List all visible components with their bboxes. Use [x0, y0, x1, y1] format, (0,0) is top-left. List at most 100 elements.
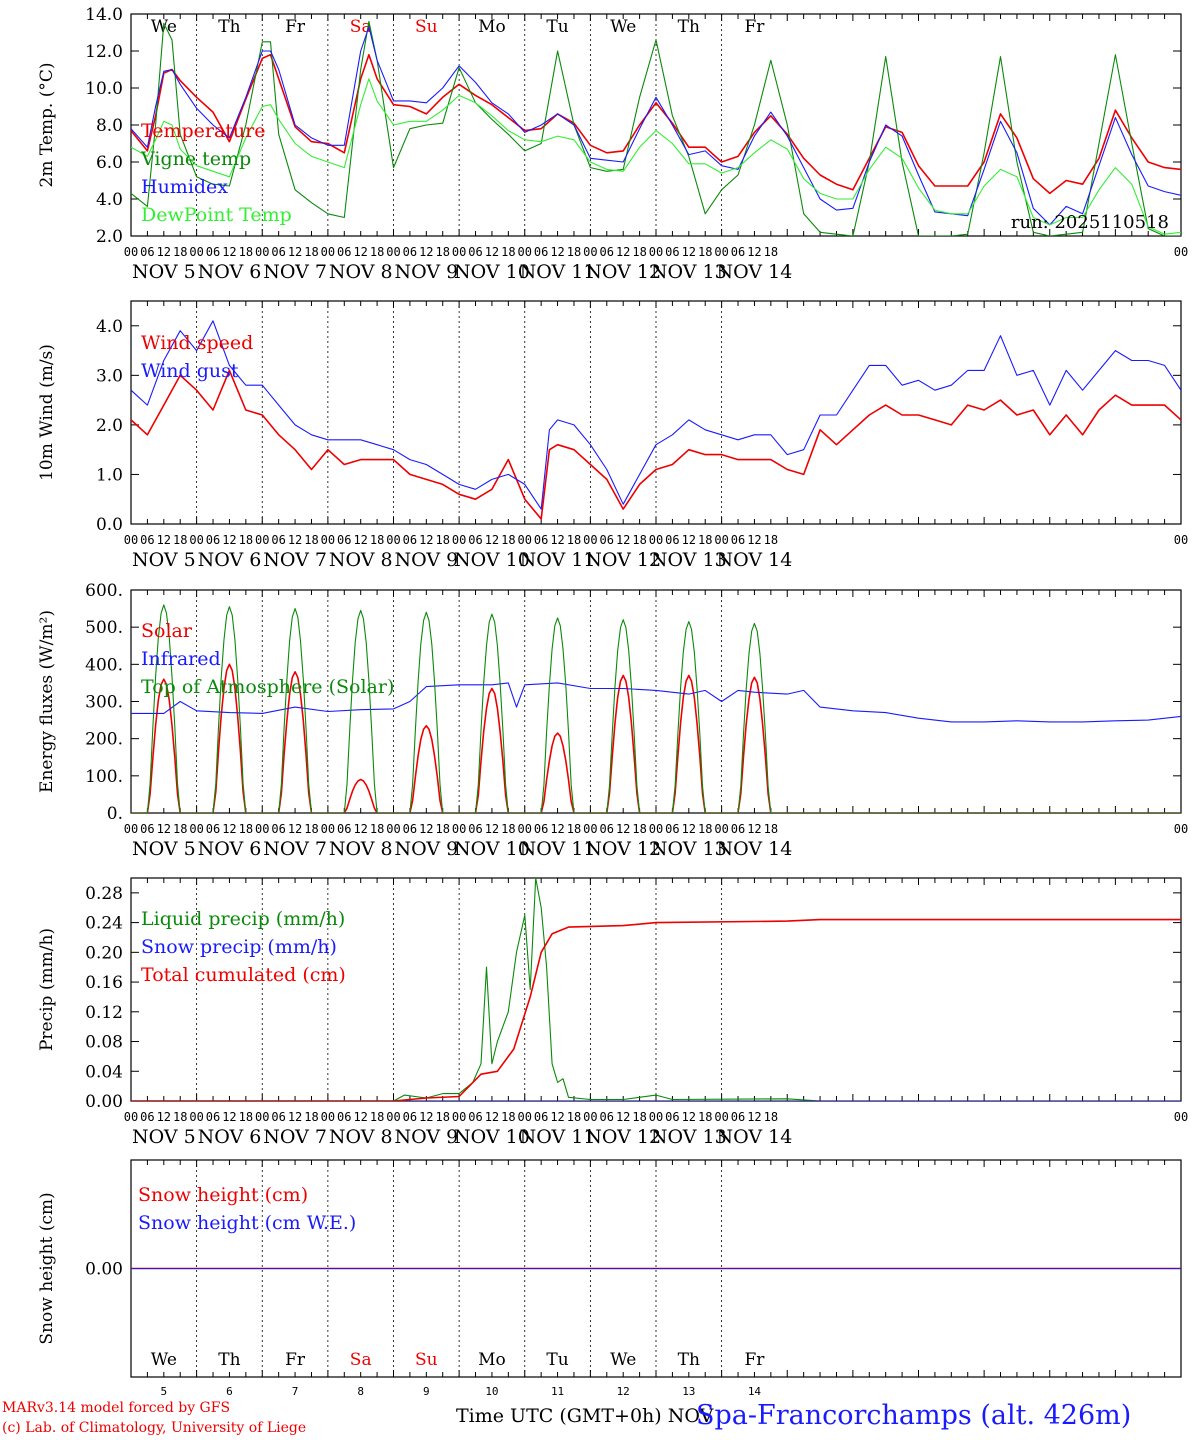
y-tick-label: 1.0	[96, 465, 123, 485]
x-hour-label: 06	[600, 245, 614, 259]
x-hour-label: 18	[173, 822, 187, 836]
x-hour-label: 18	[764, 245, 778, 259]
x-hour-label: 00	[321, 1110, 335, 1124]
day-number-label: 9	[423, 1385, 430, 1398]
x-date-label: NOV 7	[263, 261, 327, 283]
x-hour-label: 06	[140, 533, 154, 547]
x-hour-label: 00	[452, 822, 466, 836]
x-hour-label: 18	[501, 245, 515, 259]
x-hour-label: 00	[518, 245, 532, 259]
x-hour-label: 06	[403, 245, 417, 259]
weekday-label: We	[151, 1350, 177, 1370]
x-date-label: NOV 9	[394, 1126, 458, 1148]
legend-entry: Snow precip (mm/h)	[141, 936, 337, 958]
x-hour-label: 06	[665, 245, 679, 259]
legend-entry: Wind gust	[141, 360, 239, 382]
x-hour-label: 12	[419, 245, 433, 259]
x-hour-label: 00	[452, 1110, 466, 1124]
x-hour-label: 18	[370, 1110, 384, 1124]
x-date-label: NOV 14	[717, 838, 793, 860]
x-hour-label: 06	[600, 1110, 614, 1124]
x-hour-label: 12	[682, 822, 696, 836]
x-hour-label: 12	[485, 533, 499, 547]
x-hour-label: 00	[124, 822, 138, 836]
weekday-label: Mo	[478, 1350, 506, 1370]
x-date-label: NOV 11	[520, 838, 596, 860]
x-date-label: NOV 5	[132, 1126, 196, 1148]
weekday-label: Th	[678, 1350, 700, 1370]
x-hour-label: 12	[747, 533, 761, 547]
x-date-label: NOV 6	[198, 1126, 262, 1148]
weekday-label: Fr	[744, 1350, 765, 1370]
x-hour-label: 06	[600, 533, 614, 547]
x-hour-label: 00	[321, 533, 335, 547]
y-tick-label: 0.0	[96, 515, 123, 535]
x-hour-label: 12	[157, 1110, 171, 1124]
x-date-label: NOV 9	[394, 838, 458, 860]
series-line-temperature	[131, 53, 1181, 195]
model-credit-line: MARv3.14 model forced by GFS	[2, 1400, 231, 1416]
x-hour-label: 06	[665, 822, 679, 836]
x-date-label: NOV 14	[717, 261, 793, 283]
x-hour-label: 18	[304, 533, 318, 547]
y-tick-label: 8.0	[96, 116, 123, 136]
x-date-label: NOV 10	[454, 261, 530, 283]
x-hour-label: 18	[567, 1110, 581, 1124]
x-date-label: NOV 8	[329, 838, 393, 860]
x-hour-label: 00	[649, 822, 663, 836]
x-hour-label: 12	[550, 533, 564, 547]
weekday-label: Su	[415, 17, 438, 37]
x-hour-label: 00	[321, 245, 335, 259]
x-hour-label: 12	[353, 822, 367, 836]
x-hour-label: 18	[239, 245, 253, 259]
x-hour-label: 00	[321, 822, 335, 836]
legend-entry: Snow height (cm W.E.)	[138, 1212, 356, 1234]
x-hour-label: 18	[632, 1110, 646, 1124]
x-hour-label: 00	[255, 245, 269, 259]
y-tick-label: 4.0	[96, 190, 123, 210]
x-hour-label: 18	[698, 245, 712, 259]
y-tick-label: 14.0	[85, 5, 123, 25]
legend-entry: Top of Atmosphere (Solar)	[141, 676, 394, 698]
y-axis-label: 10m Wind (m/s)	[37, 344, 57, 481]
legend-entry: DewPoint Temp	[141, 204, 292, 226]
x-hour-label: 18	[764, 1110, 778, 1124]
x-date-label: NOV 10	[454, 838, 530, 860]
y-tick-label: 10.0	[85, 79, 123, 99]
x-hour-label: 06	[468, 245, 482, 259]
series-line-wind-speed	[131, 369, 1181, 520]
x-hour-label: 06	[534, 822, 548, 836]
x-date-label: NOV 7	[263, 838, 327, 860]
x-date-label: NOV 7	[263, 549, 327, 571]
x-hour-label: 00	[649, 533, 663, 547]
x-hour-label: 00	[1174, 1110, 1188, 1124]
x-hour-label: 06	[468, 822, 482, 836]
x-date-label: NOV 12	[585, 549, 661, 571]
y-tick-label: 6.0	[96, 153, 123, 173]
x-hour-label: 06	[468, 1110, 482, 1124]
series-line-infrared	[131, 682, 1181, 723]
weekday-label: Fr	[285, 17, 306, 37]
x-hour-label: 06	[534, 245, 548, 259]
x-hour-label: 12	[616, 245, 630, 259]
x-hour-label: 12	[222, 533, 236, 547]
y-tick-label: 0.20	[85, 943, 123, 963]
x-hour-label: 12	[288, 822, 302, 836]
x-hour-label: 06	[534, 533, 548, 547]
x-hour-label: 06	[403, 822, 417, 836]
legend-entry: Solar	[141, 620, 193, 642]
weekday-label: Tu	[546, 1350, 568, 1370]
x-date-label: NOV 12	[585, 261, 661, 283]
x-hour-label: 00	[583, 1110, 597, 1124]
x-hour-label: 12	[288, 533, 302, 547]
y-tick-label: 600.	[85, 581, 123, 601]
x-date-label: NOV 8	[329, 1126, 393, 1148]
x-hour-label: 12	[682, 245, 696, 259]
x-hour-label: 12	[157, 245, 171, 259]
x-date-label: NOV 11	[520, 1126, 596, 1148]
x-hour-label: 00	[1174, 822, 1188, 836]
x-hour-label: 00	[189, 245, 203, 259]
y-tick-label: 200.	[85, 730, 123, 750]
y-tick-label: 0.00	[85, 1260, 123, 1280]
x-hour-label: 00	[452, 245, 466, 259]
